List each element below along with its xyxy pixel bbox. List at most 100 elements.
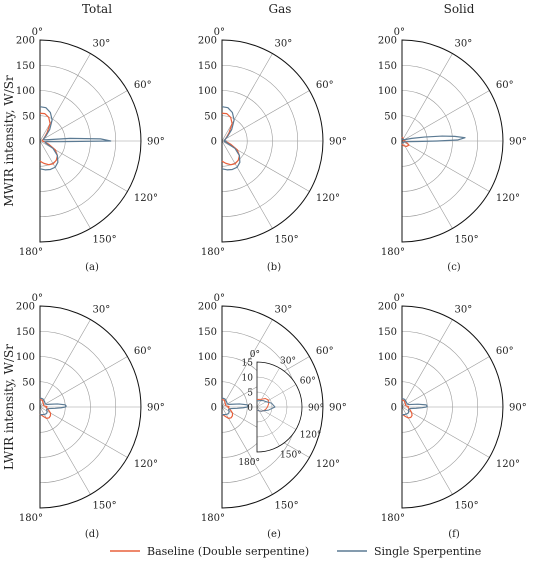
panel-f-angle-label: 60° [496, 346, 514, 357]
panel-d-angle-label: 120° [134, 459, 158, 470]
column-title-solid: Solid [444, 2, 475, 16]
panel-a-angle-label: 120° [134, 193, 158, 204]
panel-f-frame [401, 305, 504, 509]
panel-b-angle-label: 30° [275, 39, 293, 50]
panel-a-r-tick-label: 50 [22, 111, 35, 122]
panel-b-r-tick-label: 50 [204, 111, 217, 122]
panel-a-angle-label: 90° [147, 137, 165, 148]
panel-e-inset-r-tick-label: 10 [242, 374, 254, 384]
panel-c-r-tick-label: 100 [378, 86, 397, 97]
panel-c-grid-ring [401, 90, 453, 192]
panel-e-inset-angle-label: 150° [280, 450, 302, 460]
panel-e-label: (e) [267, 529, 281, 540]
panel-e-inset-angle-label: 90° [308, 404, 324, 414]
panel-f-angle-label: 180° [381, 513, 405, 524]
panel-f-angle-label: 90° [509, 403, 527, 414]
panel-f-label: (f) [448, 529, 460, 540]
panel-e-angle-label: 120° [316, 459, 340, 470]
panel-e-inset-r-tick-label: 15 [242, 359, 254, 369]
panel-e-r-tick-label: 150 [198, 327, 217, 338]
panel-d-angle-label: 30° [93, 305, 111, 316]
panel-a-frame [39, 39, 142, 243]
panel-c-angle-label: 180° [381, 247, 405, 258]
panel-e-inset-series-single [256, 400, 276, 412]
panel-f-series-single [401, 397, 428, 416]
panel-e-inset-r-tick-label: 0 [247, 404, 253, 414]
panel-b-series-single [221, 106, 241, 171]
panel-f-angle-label: 150° [455, 500, 479, 511]
row-ylabel-lwir: LWIR intensity, W/Sr [2, 344, 16, 470]
legend-label-single: Single Sperpentine [374, 545, 481, 558]
panel-f-angle-label: 30° [455, 305, 473, 316]
panel-e: 0501001502000°30°60°90°120°150°180°05101… [198, 293, 347, 540]
panel-e-angle-label: 150° [275, 500, 299, 511]
panel-c-angle-label: 0° [394, 27, 405, 38]
panel-d-angle-label: 0° [32, 293, 43, 304]
panel-a-grid-ring [39, 64, 116, 218]
panel-d-angle-label: 150° [93, 500, 117, 511]
panel-f-r-tick-label: 0 [391, 403, 397, 414]
panel-e-inset-r-tick-label: 5 [247, 389, 253, 399]
panel-f-r-tick-label: 150 [378, 327, 397, 338]
panel-b-angle-label: 180° [201, 247, 225, 258]
panel-a-series-single [39, 106, 112, 171]
panel-d-series-single [39, 397, 67, 416]
panel-a-r-tick-label: 0 [29, 137, 35, 148]
panel-a-angle-label: 0° [32, 27, 43, 38]
panel-e-inset-angle-label: 60° [300, 377, 316, 387]
panel-f-series-baseline [401, 399, 413, 419]
panel-a-series-baseline [39, 112, 59, 166]
panel-d-grid-ring [39, 356, 91, 458]
panel-d-r-tick-label: 200 [16, 302, 35, 313]
panel-e-inset-grid-ring [256, 376, 288, 438]
panel-b-grid-ring [221, 64, 298, 218]
panel-c-angle-label: 30° [455, 39, 473, 50]
panel-e-inset-spoke [256, 406, 280, 447]
panel-e-series-baseline [221, 398, 234, 419]
panel-c-series-single [401, 135, 466, 144]
panel-b-r-tick-label: 0 [211, 137, 217, 148]
panel-c-angle-label: 120° [496, 193, 520, 204]
panel-e-r-tick-label: 200 [198, 302, 217, 313]
row-ylabel-mwir: MWIR intensity, W/Sr [2, 75, 16, 207]
panel-a-angle-label: 180° [19, 247, 43, 258]
panel-f-grid-ring [401, 330, 478, 484]
panel-d-grid-ring [39, 330, 116, 484]
panel-e-angle-label: 90° [329, 403, 347, 414]
panel-b-angle-label: 90° [329, 137, 347, 148]
panel-e-r-tick-label: 50 [204, 377, 217, 388]
panel-e-inset-polar-axes: 0 5 10 150° 30° 60° 90° 120° 150° 180° [238, 350, 324, 468]
panel-f-r-tick-label: 50 [384, 377, 397, 388]
panel-e-angle-label: 180° [201, 513, 225, 524]
panel-d-frame [39, 305, 142, 509]
panel-c-label: (c) [447, 262, 461, 273]
legend-label-baseline: Baseline (Double serpentine) [147, 545, 309, 558]
panel-e-inset-frame [256, 361, 303, 453]
panel-b-grid-ring [221, 90, 273, 192]
panel-d-angle-label: 180° [19, 513, 43, 524]
panel-b-r-tick-label: 100 [198, 86, 217, 97]
panel-e-angle-label: 0° [214, 293, 225, 304]
panel-d-label: (d) [85, 529, 99, 540]
panel-b-frame [221, 39, 324, 243]
panel-d-r-tick-label: 0 [29, 403, 35, 414]
panel-f-r-tick-label: 100 [378, 352, 397, 363]
panel-b-label: (b) [267, 262, 281, 273]
panel-b-angle-label: 150° [275, 234, 299, 245]
panel-a-r-tick-label: 150 [16, 61, 35, 72]
panel-c-r-tick-label: 150 [378, 61, 397, 72]
panel-d-angle-label: 60° [134, 346, 152, 357]
panel-b-r-tick-label: 150 [198, 61, 217, 72]
panel-a-r-tick-label: 200 [16, 36, 35, 47]
panel-a-angle-label: 60° [134, 80, 152, 91]
